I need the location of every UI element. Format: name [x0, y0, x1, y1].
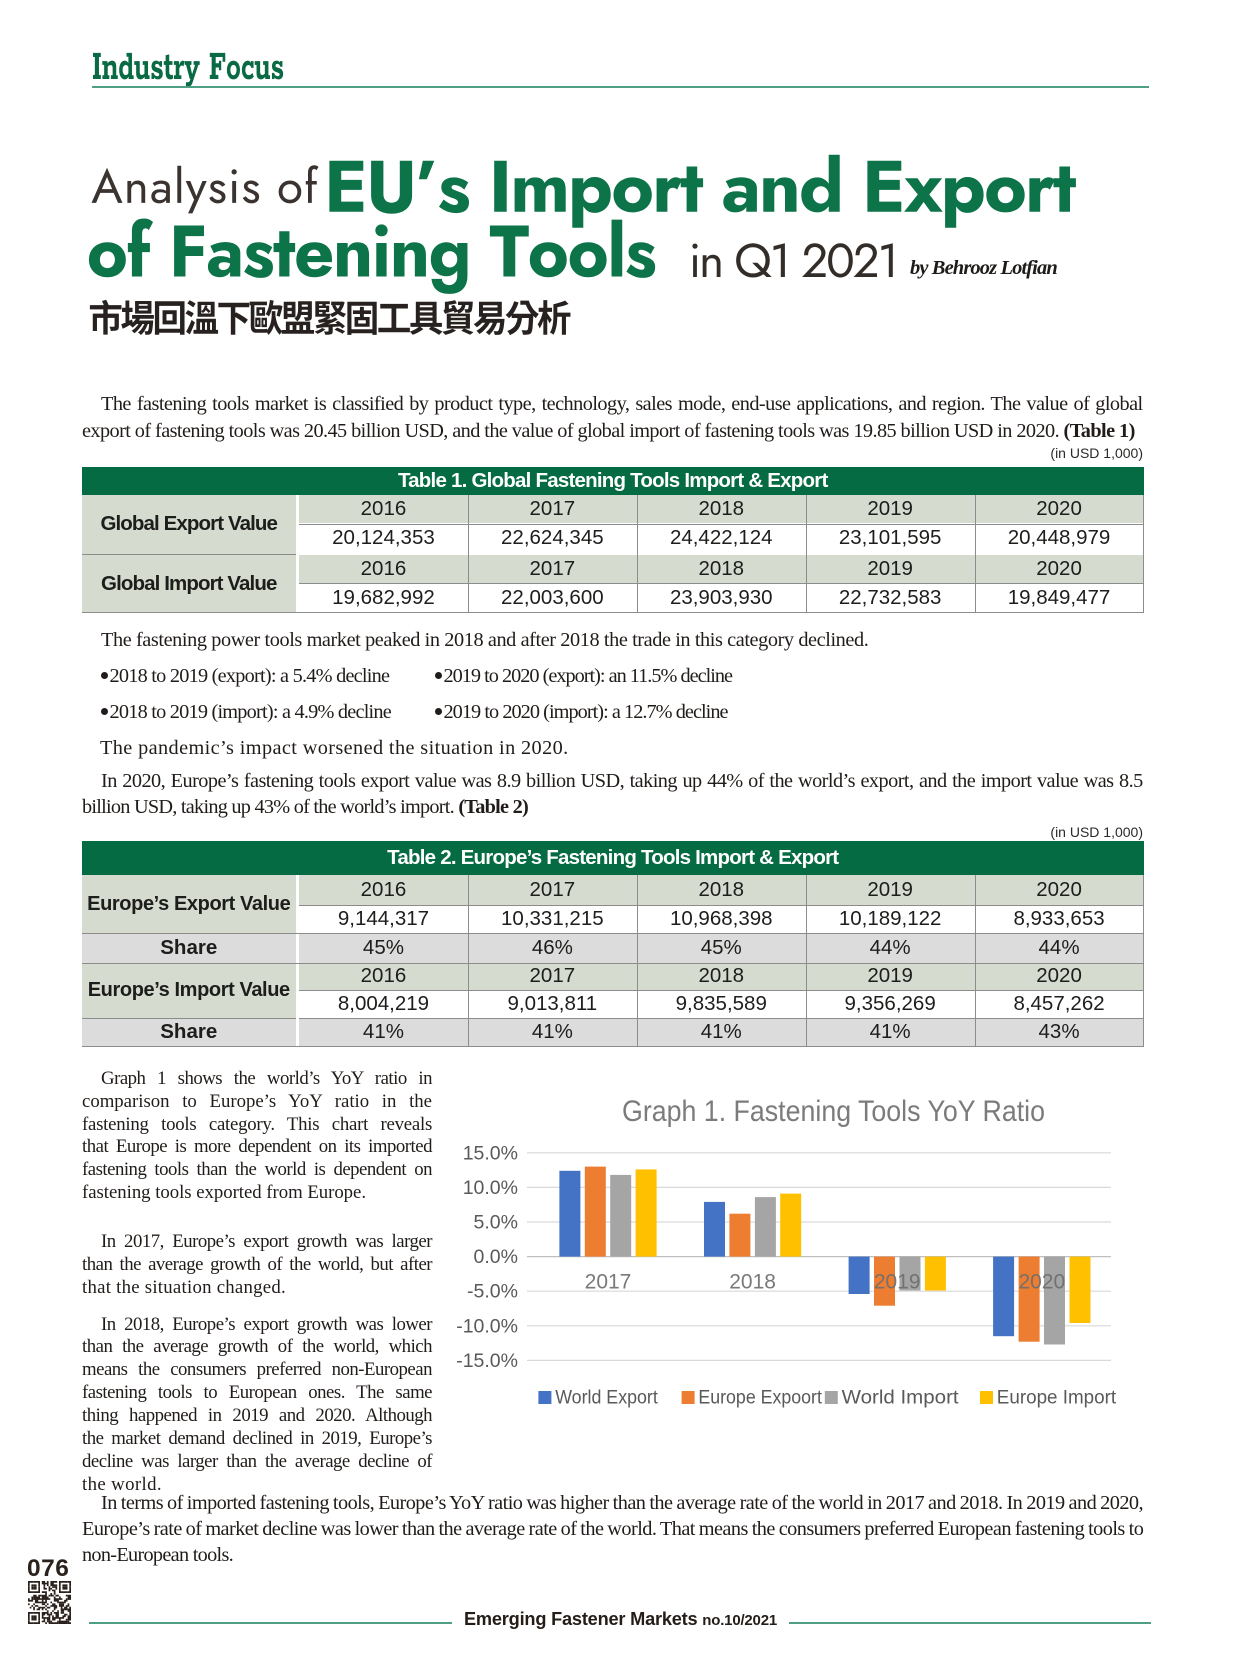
svg-text:2020: 2020 — [1018, 1271, 1065, 1294]
svg-text:-5.0%: -5.0% — [467, 1281, 518, 1303]
svg-text:5.0%: 5.0% — [474, 1212, 518, 1234]
svg-text:World Import: World Import — [842, 1387, 960, 1409]
svg-text:-15.0%: -15.0% — [456, 1350, 518, 1372]
svg-text:Europe Expoort: Europe Expoort — [698, 1387, 822, 1409]
svg-text:0.0%: 0.0% — [474, 1246, 518, 1268]
svg-text:-10.0%: -10.0% — [456, 1315, 518, 1337]
svg-text:World Export: World Export — [555, 1387, 658, 1409]
svg-text:2019: 2019 — [874, 1271, 921, 1294]
svg-text:Graph 1. Fastening Tools YoY R: Graph 1. Fastening Tools YoY Ratio — [622, 1095, 1045, 1128]
svg-text:2018: 2018 — [729, 1271, 776, 1294]
svg-text:10.0%: 10.0% — [463, 1177, 518, 1199]
svg-text:2017: 2017 — [585, 1271, 632, 1294]
svg-text:Europe Import: Europe Import — [997, 1387, 1117, 1409]
svg-text:15.0%: 15.0% — [463, 1142, 518, 1164]
